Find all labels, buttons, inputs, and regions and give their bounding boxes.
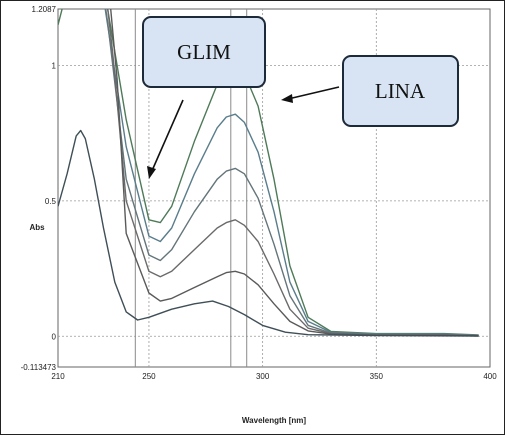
- callout-lina-arrowhead: [281, 94, 293, 103]
- y-tick-label-4: -0.113473: [21, 363, 57, 372]
- y-tick-label-3: 0: [52, 332, 57, 341]
- callout-glim-arrow: [150, 99, 184, 174]
- x-tick-label-3: 350: [370, 372, 384, 381]
- y-axis-label: Abs: [29, 223, 45, 232]
- x-axis-label: Wavelength [nm]: [242, 416, 306, 425]
- x-tick-label-1: 250: [142, 372, 156, 381]
- spectrum-line-6: [58, 129, 479, 337]
- y-tick-label-2: 0.5: [45, 197, 57, 206]
- callout-glim-box: [142, 16, 266, 88]
- callout-lina-label: LINA: [375, 79, 426, 103]
- callout-glim-label: GLIM: [177, 40, 231, 64]
- x-tick-label-2: 300: [256, 372, 270, 381]
- x-tick-label-0: 210: [51, 372, 65, 381]
- callout-lina-arrow: [287, 86, 340, 100]
- callout-glim: GLIM: [142, 16, 266, 179]
- series-group: [58, 9, 479, 337]
- spectrum-line-2: [104, 9, 479, 336]
- y-tick-labels: 1.2087 1 0.5 0 -0.113473: [21, 5, 57, 372]
- callout-glim-arrowhead: [147, 166, 156, 179]
- callout-lina-box: [342, 55, 459, 127]
- x-tick-label-4: 400: [483, 372, 497, 381]
- callout-lina: LINA: [281, 55, 459, 127]
- x-tick-labels: 210 250 300 350 400: [51, 372, 497, 381]
- y-tick-label-1: 1: [52, 62, 57, 71]
- y-tick-label-0: 1.2087: [32, 5, 57, 14]
- spectrum-line-5: [110, 9, 479, 337]
